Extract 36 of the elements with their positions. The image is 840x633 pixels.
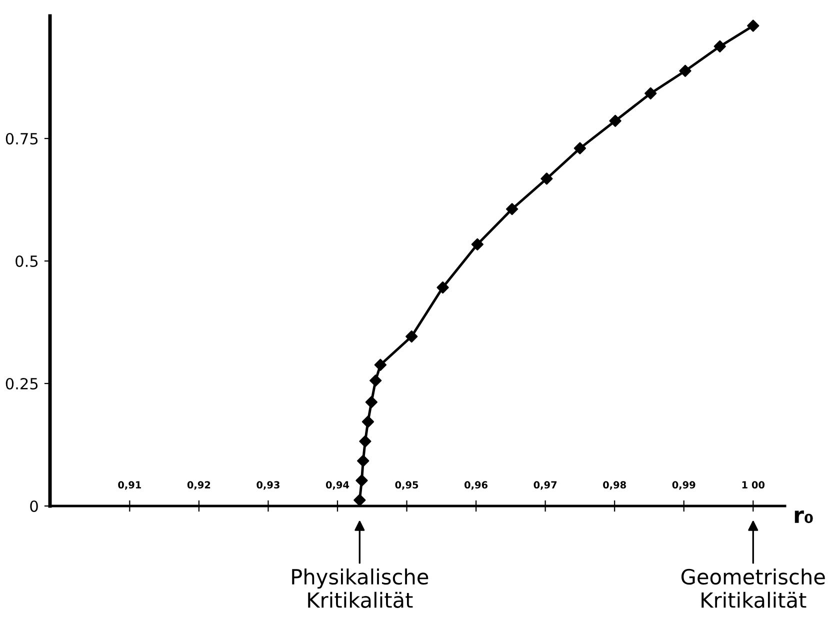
- point: [406, 330, 418, 343]
- text: Physikalische Kritikalität: [292, 568, 428, 608]
- x-tick-label: 0,91: [118, 481, 141, 490]
- x-tick-label: 0,93: [256, 481, 280, 490]
- y-tick-label: 0: [30, 500, 38, 512]
- point: [436, 281, 449, 294]
- y-tick-label: 0.25: [6, 378, 38, 390]
- point: [374, 358, 387, 371]
- point: [644, 87, 657, 100]
- point: [679, 64, 692, 77]
- x-tick-label: 1 00: [742, 481, 765, 489]
- x-tick-label: 0,95: [395, 481, 418, 490]
- x-tick-label: 0,99: [672, 481, 696, 490]
- point: [365, 396, 378, 408]
- point: [574, 142, 586, 154]
- point: [747, 20, 760, 32]
- point: [540, 172, 553, 185]
- y-tick-label: 0.5: [16, 255, 38, 268]
- point: [354, 494, 366, 506]
- point: [609, 114, 622, 127]
- point: [356, 474, 368, 487]
- point: [714, 40, 726, 52]
- x-tick-label: 0,97: [534, 481, 557, 490]
- point: [370, 374, 382, 387]
- y-tick-label: 0.75: [6, 132, 38, 145]
- x-tick-label: 0,98: [603, 481, 626, 490]
- point: [359, 435, 372, 448]
- point: [362, 416, 374, 428]
- point: [357, 454, 370, 467]
- x-tick-label: 0,94: [326, 481, 350, 490]
- x-axis-title: r₀: [794, 510, 813, 524]
- x-tick-label: 0,92: [187, 481, 210, 490]
- point: [471, 238, 484, 250]
- x-tick-label: 0,96: [464, 481, 488, 490]
- point: [506, 202, 518, 216]
- text: Geometrische Kritikalität: [681, 568, 825, 608]
